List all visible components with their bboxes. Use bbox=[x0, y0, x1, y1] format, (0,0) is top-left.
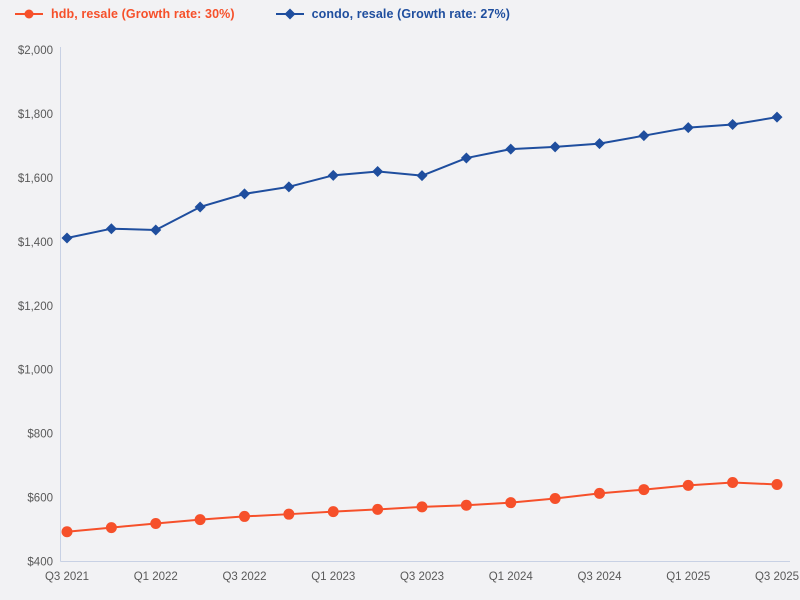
svg-text:$1,200: $1,200 bbox=[18, 301, 53, 313]
svg-text:$2,000: $2,000 bbox=[18, 45, 53, 57]
svg-text:Q1 2025: Q1 2025 bbox=[666, 571, 710, 583]
svg-text:Q1 2024: Q1 2024 bbox=[489, 571, 534, 583]
legend-item-condo-resale[interactable]: condo, resale (Growth rate: 27%) bbox=[275, 7, 510, 21]
condo-line-diamond-marker-icon bbox=[275, 8, 304, 20]
svg-text:Q3 2024: Q3 2024 bbox=[577, 571, 622, 583]
svg-text:Q3 2022: Q3 2022 bbox=[222, 571, 266, 583]
chart-legend: hdb, resale (Growth rate: 30%) condo, re… bbox=[14, 7, 510, 21]
svg-text:$1,400: $1,400 bbox=[18, 237, 53, 249]
hdb-line-circle-marker-icon bbox=[15, 9, 43, 19]
svg-text:$1,800: $1,800 bbox=[18, 109, 53, 121]
svg-text:Q3 2025: Q3 2025 bbox=[755, 571, 799, 583]
svg-text:$1,600: $1,600 bbox=[18, 173, 53, 185]
legend-item-hdb-resale[interactable]: hdb, resale (Growth rate: 30%) bbox=[14, 7, 235, 21]
svg-text:Q3 2023: Q3 2023 bbox=[400, 571, 444, 583]
svg-text:$1,000: $1,000 bbox=[18, 365, 53, 377]
legend-label-hdb-resale: hdb, resale (Growth rate: 30%) bbox=[51, 7, 235, 21]
svg-text:$400: $400 bbox=[27, 557, 53, 569]
svg-text:Q3 2021: Q3 2021 bbox=[45, 571, 89, 583]
svg-text:$600: $600 bbox=[27, 493, 53, 505]
svg-text:Q1 2023: Q1 2023 bbox=[311, 571, 355, 583]
svg-text:Q1 2022: Q1 2022 bbox=[134, 571, 178, 583]
svg-text:$800: $800 bbox=[27, 429, 53, 441]
legend-label-condo-resale: condo, resale (Growth rate: 27%) bbox=[311, 7, 510, 21]
